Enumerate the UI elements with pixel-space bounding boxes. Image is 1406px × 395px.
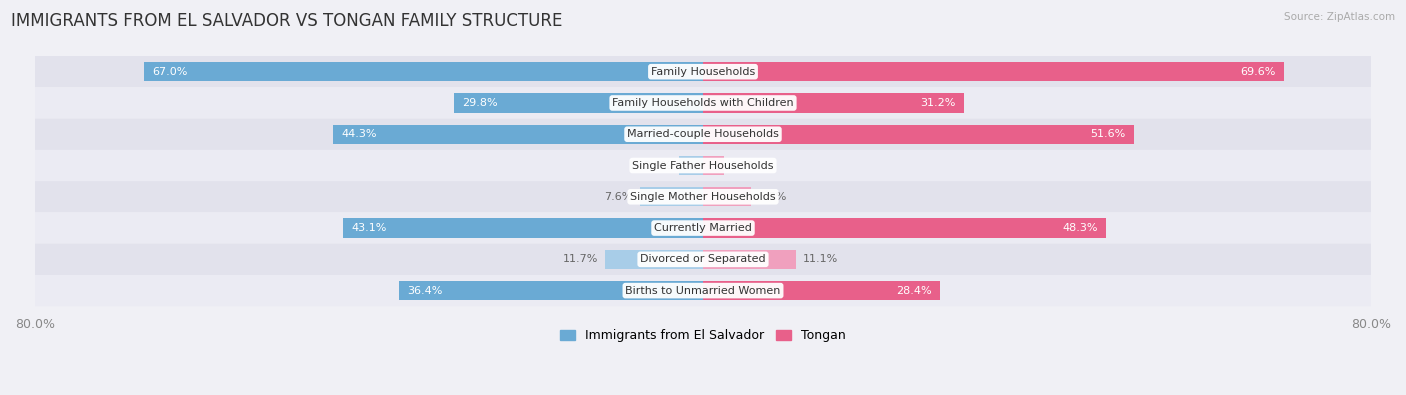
Bar [343, 218, 703, 238]
FancyBboxPatch shape [35, 118, 1371, 150]
Bar [703, 218, 1107, 238]
Bar [333, 124, 703, 144]
Bar [454, 93, 703, 113]
Text: IMMIGRANTS FROM EL SALVADOR VS TONGAN FAMILY STRUCTURE: IMMIGRANTS FROM EL SALVADOR VS TONGAN FA… [11, 12, 562, 30]
Text: 5.8%: 5.8% [758, 192, 786, 202]
Bar [703, 156, 724, 175]
Text: Married-couple Households: Married-couple Households [627, 129, 779, 139]
Bar [640, 187, 703, 207]
Text: 31.2%: 31.2% [920, 98, 955, 108]
Text: 11.7%: 11.7% [564, 254, 599, 264]
Bar [703, 187, 751, 207]
FancyBboxPatch shape [35, 87, 1371, 118]
Text: Currently Married: Currently Married [654, 223, 752, 233]
Text: 28.4%: 28.4% [896, 286, 932, 295]
Bar [703, 62, 1284, 81]
Text: Single Father Households: Single Father Households [633, 160, 773, 171]
Text: Births to Unmarried Women: Births to Unmarried Women [626, 286, 780, 295]
Text: 7.6%: 7.6% [605, 192, 633, 202]
Text: 44.3%: 44.3% [342, 129, 377, 139]
Text: 29.8%: 29.8% [463, 98, 498, 108]
Text: 2.9%: 2.9% [644, 160, 672, 171]
Text: 51.6%: 51.6% [1090, 129, 1126, 139]
Text: 43.1%: 43.1% [352, 223, 387, 233]
FancyBboxPatch shape [35, 275, 1371, 306]
Text: 11.1%: 11.1% [803, 254, 838, 264]
Bar [399, 281, 703, 300]
Text: 69.6%: 69.6% [1240, 67, 1275, 77]
Text: Single Mother Households: Single Mother Households [630, 192, 776, 202]
Text: Source: ZipAtlas.com: Source: ZipAtlas.com [1284, 12, 1395, 22]
Bar [606, 250, 703, 269]
Text: Divorced or Separated: Divorced or Separated [640, 254, 766, 264]
FancyBboxPatch shape [35, 56, 1371, 87]
Text: 48.3%: 48.3% [1063, 223, 1098, 233]
Bar [703, 250, 796, 269]
Text: 36.4%: 36.4% [408, 286, 443, 295]
Bar [703, 93, 963, 113]
Text: Family Households: Family Households [651, 67, 755, 77]
FancyBboxPatch shape [35, 244, 1371, 275]
Bar [143, 62, 703, 81]
FancyBboxPatch shape [35, 181, 1371, 213]
Bar [703, 124, 1133, 144]
Legend: Immigrants from El Salvador, Tongan: Immigrants from El Salvador, Tongan [555, 324, 851, 347]
Text: 67.0%: 67.0% [152, 67, 187, 77]
Bar [679, 156, 703, 175]
Text: Family Households with Children: Family Households with Children [612, 98, 794, 108]
Text: 2.5%: 2.5% [731, 160, 759, 171]
FancyBboxPatch shape [35, 150, 1371, 181]
FancyBboxPatch shape [35, 213, 1371, 244]
Bar [703, 281, 941, 300]
